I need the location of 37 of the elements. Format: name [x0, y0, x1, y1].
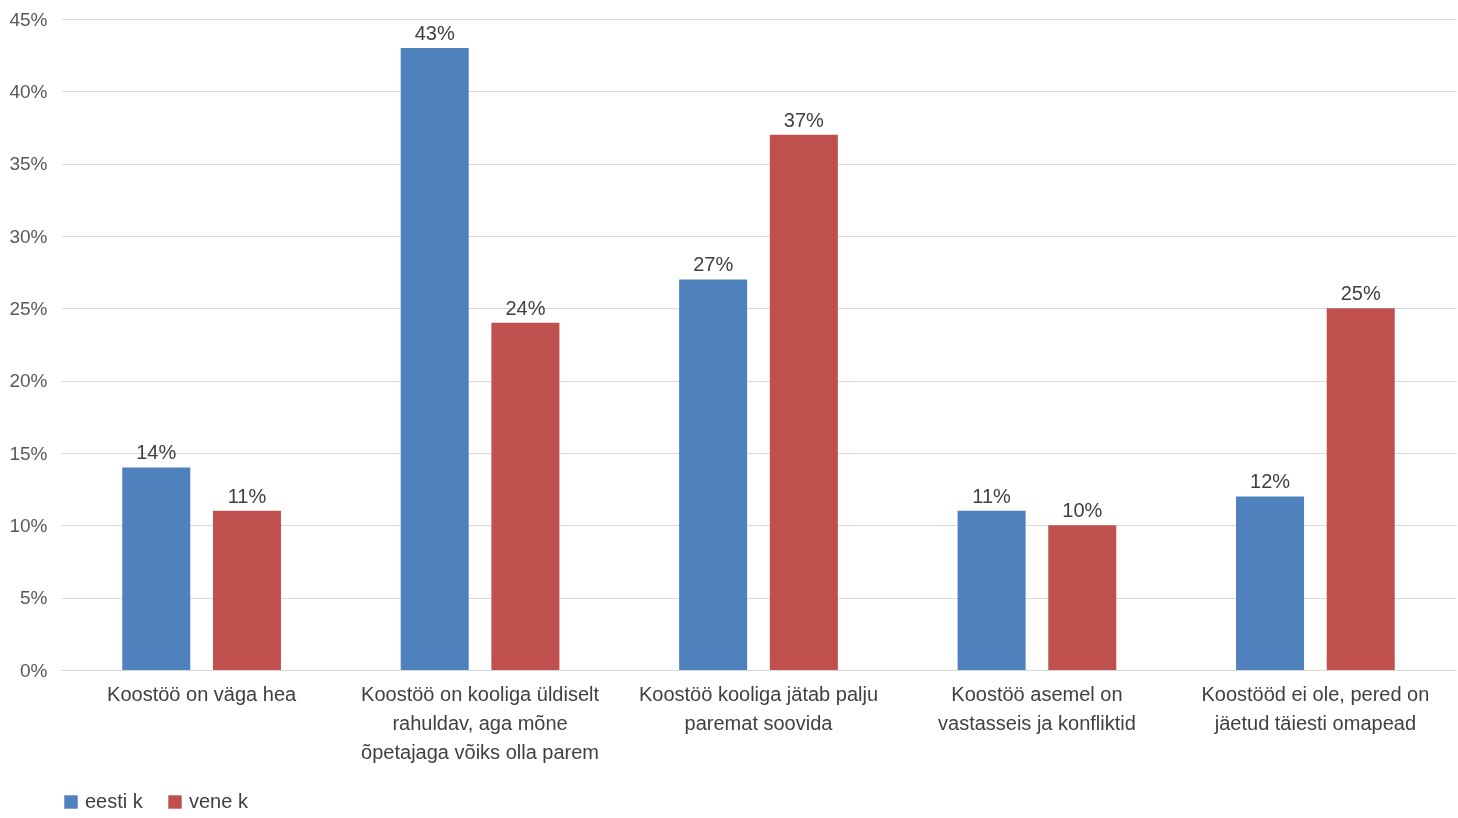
- bar: [1326, 308, 1395, 670]
- legend-label: eesti k: [85, 790, 144, 812]
- y-tick-label: 5%: [20, 587, 48, 609]
- data-label: 43%: [414, 21, 455, 44]
- bar: [769, 134, 838, 670]
- y-tick-label: 45%: [9, 8, 48, 30]
- y-tick-label: 25%: [9, 297, 48, 319]
- x-tick-label: Koostööd ei ole, pered on jäetud täiesti omapead: [1201, 682, 1430, 734]
- legend-label: vene k: [189, 790, 249, 812]
- bar: [679, 279, 748, 670]
- data-label: 11%: [972, 484, 1012, 507]
- data-label: 27%: [693, 253, 734, 276]
- y-tick-label: 0%: [20, 659, 48, 681]
- x-tick-label: Koostöö asemel on vastasseis ja konfliktid: [938, 682, 1136, 734]
- data-label: 12%: [1250, 470, 1291, 493]
- bar: [212, 510, 281, 670]
- data-label: 25%: [1340, 282, 1381, 305]
- data-label: 10%: [1062, 499, 1103, 522]
- x-tick-label: Koostöö on väga hea: [107, 682, 298, 705]
- bar: [1048, 525, 1117, 670]
- data-label: 37%: [783, 108, 825, 131]
- y-tick-label: 20%: [9, 370, 48, 392]
- y-tick-label: 10%: [9, 514, 48, 536]
- y-tick-label: 30%: [9, 225, 48, 247]
- y-tick-label: 15%: [9, 442, 48, 464]
- data-label: 24%: [505, 296, 546, 319]
- data-label: 14%: [136, 441, 177, 464]
- y-tick-label: 40%: [9, 80, 48, 102]
- bar: [400, 47, 469, 670]
- y-tick-label: 35%: [9, 153, 48, 175]
- bar: [1236, 496, 1305, 670]
- bar: [122, 467, 191, 670]
- bar: [957, 510, 1026, 670]
- data-label: 11%: [227, 484, 267, 507]
- x-tick-label: Koostöö kooliga jätab palju paremat soovida: [638, 682, 879, 734]
- x-tick-label: Koostöö on kooliga üldiselt rahuldav, aga mõne õpetajaga võiks olla parem: [361, 682, 600, 763]
- bar: [491, 322, 560, 670]
